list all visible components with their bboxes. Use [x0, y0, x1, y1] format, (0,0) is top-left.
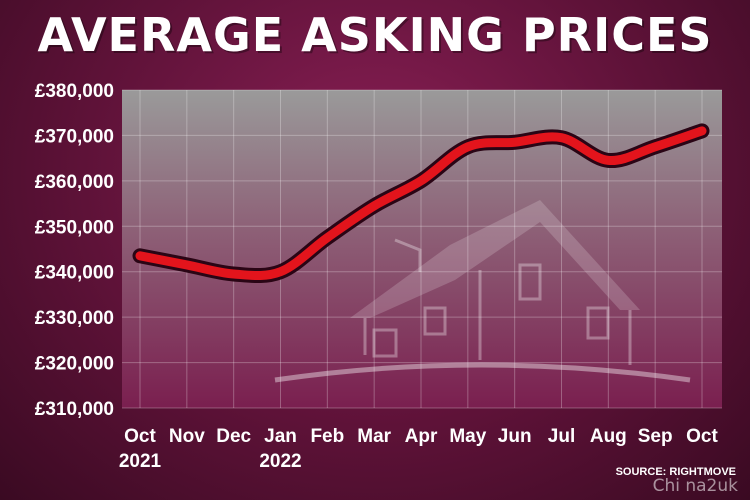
source-note: SOURCE: RIGHTMOVE [615, 466, 736, 478]
watermark-text: Chi na2uk [652, 476, 738, 496]
data-point [561, 137, 562, 139]
data-point [467, 146, 469, 148]
data-point [701, 130, 703, 132]
chart-title: AVERAGE ASKING PRICES [37, 8, 713, 62]
x-tick-label: Jul [548, 426, 575, 447]
data-point [139, 255, 141, 257]
x-tick-year-label: 2021 [119, 451, 162, 472]
y-tick-label: £380,000 [35, 81, 114, 102]
x-tick-label: Nov [169, 426, 205, 447]
x-tick-label: Oct [124, 426, 156, 447]
data-point [514, 141, 516, 143]
y-tick-label: £310,000 [35, 399, 114, 420]
x-axis-ticks: Oct 2021 Nov Dec Jan 2022 Feb Mar Apr May Jun Jul Au… [119, 426, 719, 472]
x-tick-label: Jun [498, 426, 532, 447]
x-tick-label: Oct [686, 426, 718, 447]
x-tick-label: Sep [638, 426, 673, 447]
x-tick-label: Mar [357, 426, 391, 447]
x-tick-label: Feb [310, 426, 344, 447]
x-tick-label: Aug [590, 426, 627, 447]
data-point [607, 159, 609, 161]
y-tick-label: £360,000 [35, 172, 114, 193]
x-tick-label: May [449, 426, 486, 447]
plot-area [122, 90, 722, 408]
gridlines [122, 89, 722, 409]
house-illustration-icon [274, 200, 691, 383]
data-point [326, 237, 328, 239]
x-tick-label: Jan [264, 426, 297, 447]
series-layer [132, 123, 710, 284]
data-point [280, 271, 281, 273]
y-tick-label: £320,000 [35, 354, 114, 375]
data-point [654, 146, 656, 148]
x-tick-label: Dec [216, 426, 251, 447]
y-axis-ticks: £310,000 £320,000 £330,000 £340,000 £350,000… [35, 81, 114, 420]
data-point [186, 264, 188, 266]
data-point [373, 205, 375, 207]
y-tick-label: £350,000 [35, 217, 114, 238]
data-point [420, 180, 422, 182]
y-tick-label: £370,000 [35, 126, 114, 147]
x-tick-year-label: 2022 [259, 451, 301, 472]
y-tick-label: £330,000 [35, 308, 114, 329]
data-point [233, 273, 235, 275]
y-tick-label: £340,000 [35, 263, 114, 284]
x-tick-label: Apr [405, 426, 438, 447]
